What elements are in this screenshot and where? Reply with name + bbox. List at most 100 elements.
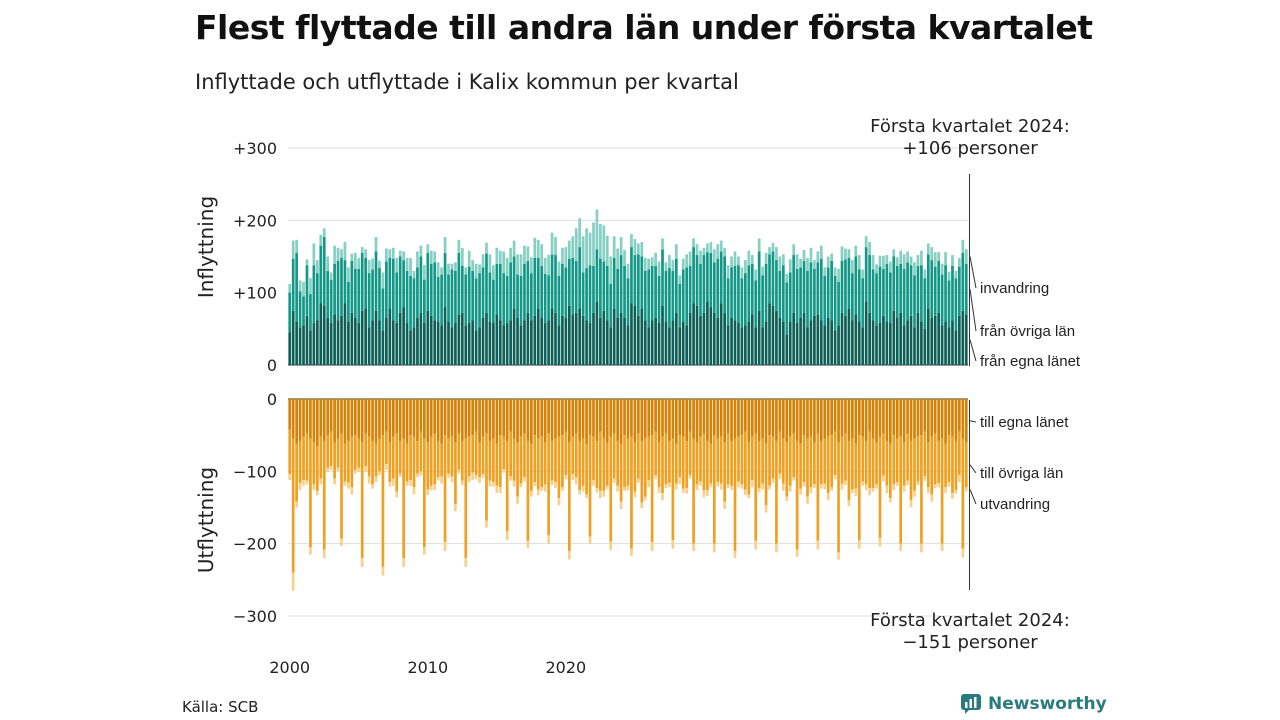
inflow-bar-segment xyxy=(964,263,968,315)
outflow-bar-segment xyxy=(312,442,316,485)
inflow-bar-segment xyxy=(295,321,298,365)
outflow-bar-segment xyxy=(899,543,903,551)
inflow-bar-segment xyxy=(512,240,516,257)
outflow-bar-segment xyxy=(578,399,582,441)
inflow-bar-segment xyxy=(343,303,347,365)
inflow-bar-segment xyxy=(654,252,657,266)
inflow-bar-segment xyxy=(733,251,737,266)
inflow-bar-segment xyxy=(826,317,830,365)
inflow-bar-segment xyxy=(498,320,502,365)
inflow-bar-segment xyxy=(623,317,626,365)
outflow-bar-segment xyxy=(295,443,298,502)
outflow-bar-segment xyxy=(685,440,689,488)
inflow-bar-segment xyxy=(291,258,295,311)
inflow-bar-segment xyxy=(571,257,575,315)
inflow-bar-segment xyxy=(778,256,782,271)
outflow-bar-segment xyxy=(926,442,930,488)
outflow-bar-segment xyxy=(478,399,481,443)
inflow-bar-segment xyxy=(416,317,419,365)
outflow-bar-segment xyxy=(882,399,885,434)
inflow-bar-segment xyxy=(823,276,827,326)
inflow-bar-segment xyxy=(536,257,540,309)
inflow-bar-segment xyxy=(288,283,292,293)
inflow-bar-segment xyxy=(329,323,333,365)
inflow-bar-segment xyxy=(547,255,550,276)
outflow-bar-segment xyxy=(930,494,934,502)
outflow-bar-segment xyxy=(723,399,726,443)
inflow-bar-segment xyxy=(737,256,740,266)
outflow-bar-segment xyxy=(640,440,644,503)
inflow-bar-segment xyxy=(353,268,357,318)
outflow-bar-segment xyxy=(847,399,851,441)
inflow-bar-segment xyxy=(488,272,492,322)
inflow-bar-segment xyxy=(913,327,916,365)
inflow-bar-segment xyxy=(395,272,399,324)
inflow-bar-segment xyxy=(913,262,916,276)
outflow-bar-segment xyxy=(951,436,954,494)
inflow-bar-segment xyxy=(578,247,582,309)
outflow-bar-segment xyxy=(688,474,692,479)
outflow-bar-segment xyxy=(409,435,412,481)
outflow-bar-segment xyxy=(757,487,761,493)
inflow-bar-segment xyxy=(692,247,695,304)
outflow-bar-segment xyxy=(964,487,968,492)
outflow-bar-segment xyxy=(702,433,706,491)
outflow-bar-segment xyxy=(885,440,889,486)
inflow-bar-segment xyxy=(785,334,789,365)
outflow-bar-segment xyxy=(333,442,336,479)
outflow-bar-segment xyxy=(360,399,364,443)
outflow-bar-segment xyxy=(440,476,443,484)
inflow-bar-segment xyxy=(906,320,909,365)
outflow-bar-segment xyxy=(937,482,941,488)
outflow-bar-segment xyxy=(378,399,381,439)
outflow-bar-segment xyxy=(661,493,664,501)
inflow-bar-segment xyxy=(567,305,571,365)
outflow-bar-segment xyxy=(509,431,512,477)
inflow-bar-segment xyxy=(540,317,544,365)
upper-tick-label: 0 xyxy=(267,356,277,375)
outflow-bar-segment xyxy=(540,436,544,488)
outflow-bar-segment xyxy=(460,480,464,486)
inflow-bar-segment xyxy=(674,244,678,259)
inflow-bar-segment xyxy=(637,243,640,255)
inflow-bar-segment xyxy=(350,253,354,261)
inflow-bar-segment xyxy=(353,317,357,365)
outflow-bar-segment xyxy=(609,541,613,551)
inflow-bar-segment xyxy=(412,278,416,328)
inflow-bar-segment xyxy=(899,312,903,365)
inflow-bar-segment xyxy=(309,294,312,331)
outflow-bar-segment xyxy=(916,481,920,486)
outflow-bar-segment xyxy=(699,399,702,437)
inflow-bar-segment xyxy=(619,312,623,365)
x-tick-label: 2000 xyxy=(269,658,310,677)
outflow-bar-segment xyxy=(595,487,599,493)
inflow-bar-segment xyxy=(671,260,675,271)
brand-logo[interactable]: Newsworthy xyxy=(960,693,1107,715)
outflow-bar-segment xyxy=(823,438,827,484)
outflow-bar-segment xyxy=(761,438,764,484)
inflow-bar-segment xyxy=(754,327,758,365)
outflow-bar-segment xyxy=(309,438,312,548)
inflow-bar-segment xyxy=(709,252,713,308)
outflow-bar-segment xyxy=(395,399,399,434)
outflow-bar-segment xyxy=(726,433,730,485)
outflow-bar-segment xyxy=(388,399,392,443)
inflow-bar-segment xyxy=(630,247,633,304)
inflow-bar-segment xyxy=(419,256,423,313)
outflow-bar-segment xyxy=(933,433,937,485)
inflow-bar-segment xyxy=(340,315,343,365)
outflow-bar-segment xyxy=(347,440,350,483)
outflow-bar-segment xyxy=(495,485,499,494)
inflow-bar-segment xyxy=(612,308,616,365)
outflow-bar-segment xyxy=(712,399,716,436)
inflow-bar-segment xyxy=(305,265,309,316)
inflow-bar-segment xyxy=(695,255,699,306)
inflow-bar-segment xyxy=(637,254,640,316)
inflow-bar-segment xyxy=(674,312,678,365)
inflow-bar-segment xyxy=(799,267,802,318)
inflow-bar-segment xyxy=(961,239,965,253)
inflow-bar-segment xyxy=(554,312,557,365)
outflow-bar-segment xyxy=(654,474,657,480)
inflow-bar-segment xyxy=(585,268,588,321)
outflow-bar-segment xyxy=(650,399,654,436)
